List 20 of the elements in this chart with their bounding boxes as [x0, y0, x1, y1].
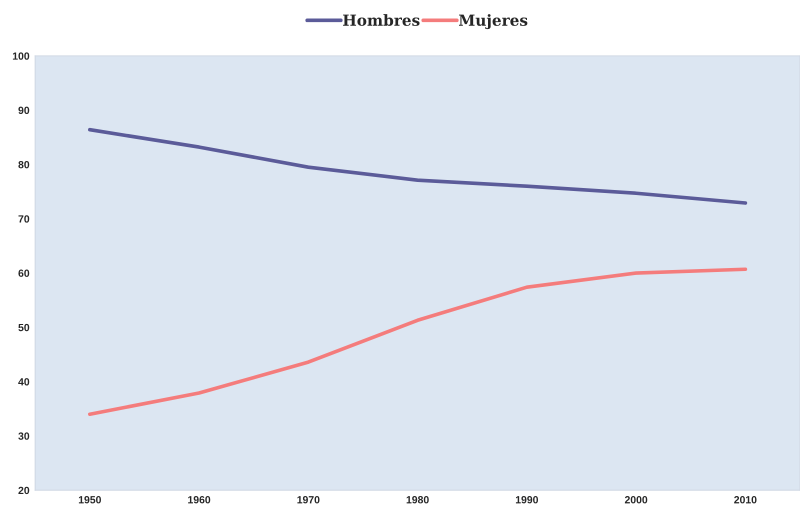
y-tick-label: 80 [18, 160, 30, 168]
y-tick-label: 60 [18, 270, 30, 277]
y-tick-label: 20 [18, 486, 30, 494]
line-series [88, 267, 748, 416]
y-tick-label: 90 [18, 106, 30, 114]
legend-label: Hombres [343, 14, 420, 26]
y-tick-label: 40 [18, 378, 30, 386]
line-series [88, 128, 748, 205]
x-tick-label: 1950 [78, 496, 101, 504]
y-tick-label: 30 [18, 432, 30, 440]
x-tick-label: 1990 [516, 496, 538, 504]
y-tick-label: 100 [12, 52, 30, 60]
x-tick-label: 2010 [734, 496, 757, 504]
y-tick-label: 70 [18, 215, 30, 223]
x-tick-label: 2000 [624, 496, 648, 504]
x-tick-label: 1970 [297, 496, 320, 504]
y-tick-label: 50 [18, 324, 30, 332]
x-tick-label: 1980 [406, 496, 429, 504]
legend-label: Mujeres [459, 14, 528, 30]
x-tick-label: 1960 [188, 496, 210, 504]
